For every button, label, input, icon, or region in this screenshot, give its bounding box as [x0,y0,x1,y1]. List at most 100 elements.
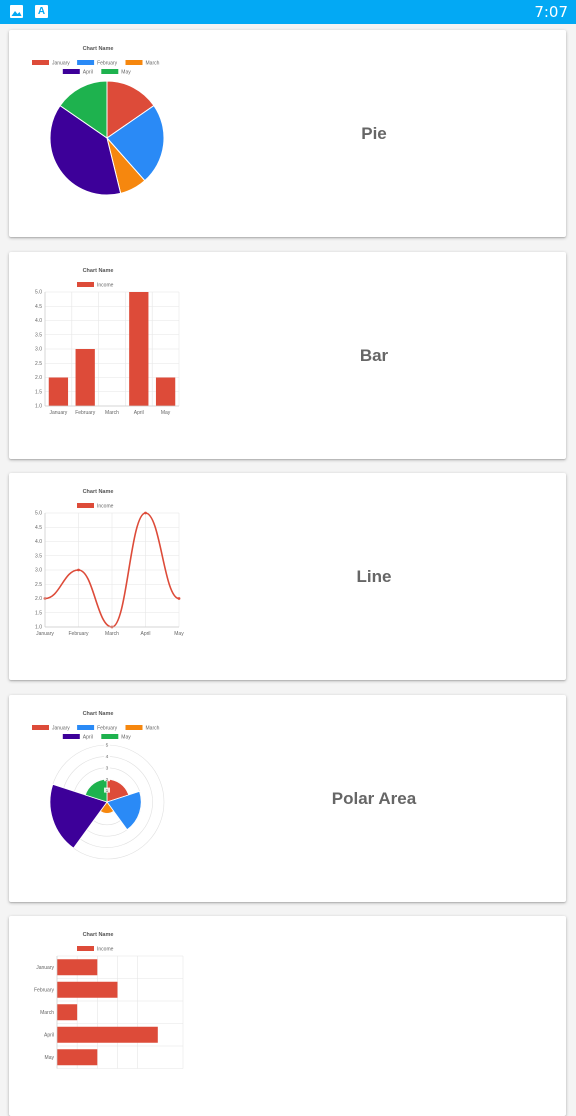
legend-label: Income [97,947,114,953]
horizontal-bar-chart: Chart Name Income January February March Ap… [34,932,184,1069]
bar[interactable] [75,349,95,406]
tick-label: 3.0 [35,568,42,574]
legend-label: Income [97,283,114,289]
chart-legend: January February March April May [32,725,160,741]
tick-label: 3.0 [35,347,42,353]
chart-card-pie[interactable]: Chart Name January February March April May … [9,30,566,237]
legend-label: January [52,61,70,67]
legend-label: April [83,735,93,741]
chart-legend: Income [77,503,114,510]
tick-label: 1.5 [35,389,42,395]
card-title: Line [356,567,392,586]
tick-label: January [36,631,54,637]
bar[interactable] [155,377,176,407]
tick-label: 1.5 [35,610,42,616]
legend-swatch[interactable] [101,69,119,74]
bar[interactable] [57,1049,98,1066]
legend-swatch[interactable] [77,946,94,951]
data-point[interactable] [77,568,80,572]
status-time: 7:07 [534,3,568,21]
legend-swatch[interactable] [77,725,95,730]
font-a-icon: A [35,5,48,18]
chart-card-bar[interactable]: Chart Name Income 1.0 1.5 2.0 2.5 3.0 3.5 4.0 4… [9,252,566,459]
legend-label: May [121,735,131,741]
legend-swatch[interactable] [62,734,80,739]
legend-swatch[interactable] [101,734,119,739]
data-point[interactable] [177,597,181,600]
legend-swatch[interactable] [77,282,94,287]
tick-label: February [68,631,89,637]
chart-legend: January February March April May [32,60,160,76]
legend-label: Income [97,504,114,510]
tick-label: January [50,410,68,416]
tick-label: March [105,631,119,637]
pie-slice[interactable] [59,80,108,139]
bar[interactable] [57,981,118,998]
tick-label: May [45,1055,55,1061]
chart-card-polar-area[interactable]: Chart Name January February March April May … [9,695,566,902]
tick-label: 4.5 [35,304,42,310]
tick-label: May [174,631,184,637]
bar[interactable] [129,292,149,406]
tick-label: 1.0 [35,404,42,410]
card-title: Pie [361,124,387,143]
tick-label: January [36,965,54,971]
pie-slice[interactable] [49,104,122,196]
chart-card-horizontal-bar[interactable]: Chart Name Income January February March Ap… [9,916,566,1116]
polar-segment[interactable] [49,783,108,849]
tick-label: 4.0 [35,318,42,324]
legend-swatch[interactable] [77,60,95,65]
pie-slice[interactable] [106,80,155,139]
legend-swatch[interactable] [125,725,143,730]
legend-swatch[interactable] [32,725,49,730]
tick-label: 3 [106,765,109,771]
chart-title: Chart Name [83,711,114,717]
legend-label: March [146,61,160,67]
bar[interactable] [57,959,98,976]
card-title: Polar Area [331,789,417,808]
bar-chart: Chart Name Income 1.0 1.5 2.0 2.5 3.0 3.5 4.0 4… [35,268,180,416]
bar[interactable] [57,1026,158,1043]
series-line [44,512,180,628]
legend-label: March [146,726,160,732]
bar[interactable] [57,1004,78,1021]
chart-card-line[interactable]: Chart Name Income 1.0 1.5 2.0 2.5 3.0 3.5 4.0 4… [9,473,566,680]
tick-label: 4.5 [35,525,42,531]
tick-label: 1.0 [35,625,42,631]
legend-label: February [97,61,118,67]
tick-label: April [44,1032,54,1038]
tick-label: May [161,410,171,416]
tick-label: 2.0 [35,375,42,381]
chart-title: Chart Name [83,46,114,52]
card-title: Bar [359,346,389,365]
legend-swatch[interactable] [77,503,94,508]
tick-label: 3.5 [35,553,42,559]
tick-label: 1 [106,788,109,794]
chart-title: Chart Name [83,932,114,938]
legend-label: January [52,726,70,732]
line-chart: Chart Name Income 1.0 1.5 2.0 2.5 3.0 3.5 4.0 4… [35,489,184,637]
tick-label: 5.0 [35,511,42,517]
chart-legend: Income [77,282,114,289]
pie-chart: Chart Name January February March April May [32,46,165,196]
image-icon [10,5,23,18]
polar-segment[interactable] [106,790,142,831]
legend-swatch[interactable] [62,69,80,74]
chart-title: Chart Name [83,268,114,274]
data-point[interactable] [144,511,147,515]
chart-legend: Income [77,946,114,953]
tick-label: 2 [106,777,109,783]
legend-swatch[interactable] [32,60,49,65]
tick-label: April [134,410,144,416]
legend-swatch[interactable] [125,60,143,65]
legend-label: May [121,70,131,76]
tick-label: 4 [106,754,109,760]
chart-title: Chart Name [83,489,114,495]
pie-slice[interactable] [106,104,165,182]
bar[interactable] [48,377,69,407]
tick-label: March [105,410,119,416]
legend-label: April [83,70,93,76]
tick-label: February [75,410,96,416]
tick-label: 2.5 [35,582,42,588]
